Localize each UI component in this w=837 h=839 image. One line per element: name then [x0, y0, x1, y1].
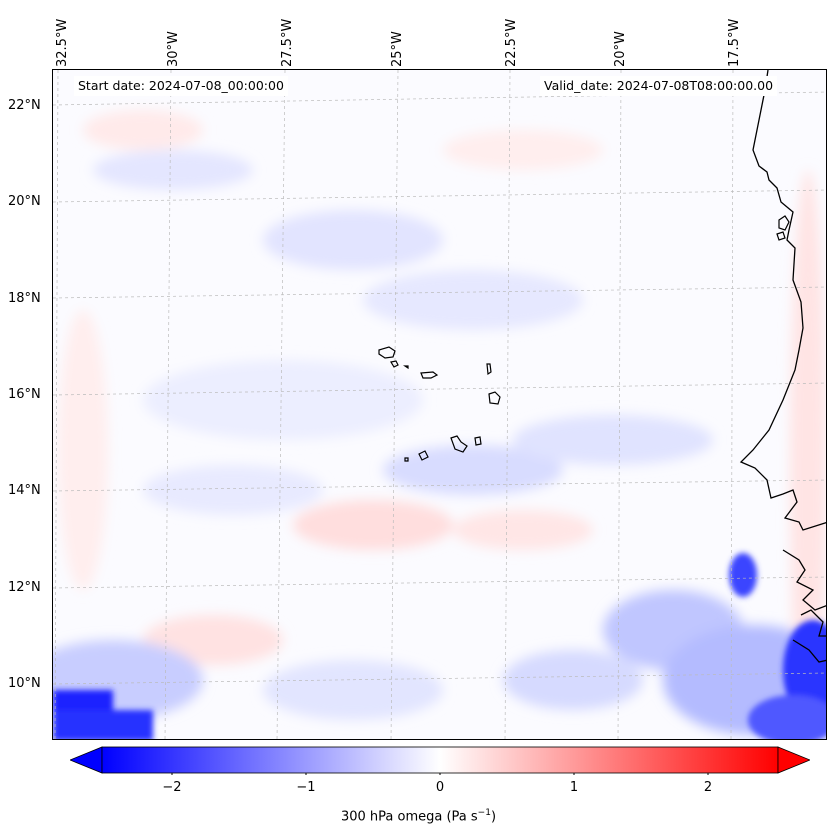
- graticule: [53, 70, 826, 739]
- colorbar-title-text: 300 hPa omega (Pa s: [340, 809, 478, 825]
- colorbar: [70, 746, 810, 775]
- start-date-label: Start date: 2024-07-08_00:00:00: [74, 76, 288, 96]
- colorbar-title-exponent: −1: [477, 808, 491, 818]
- colorbar-min-extend: [70, 746, 103, 774]
- lat-label-10n: 10°N: [8, 676, 41, 691]
- strong-omega-cores: [53, 553, 826, 739]
- blue-patch: [263, 210, 443, 270]
- strong-blue-core: [783, 620, 826, 720]
- red-patch: [293, 500, 453, 550]
- blue-patch: [143, 465, 323, 515]
- lon-label-17-5w: 17.5°W: [727, 18, 742, 67]
- lon-label-27-5w: 27.5°W: [280, 18, 295, 67]
- lon-label-32-5w: 32.5°W: [55, 18, 70, 67]
- strong-blue-core: [729, 553, 757, 597]
- colorbar-title-suffix: ): [490, 809, 497, 825]
- lon-label-22-5w: 22.5°W: [504, 18, 519, 67]
- colorbar-tick-label: 0: [435, 780, 445, 795]
- valid-date-label: Valid_date: 2024-07-08T08:00:00.00: [540, 76, 778, 96]
- omega-field-shading: [53, 110, 826, 739]
- red-patch: [83, 110, 203, 150]
- blue-patch: [143, 360, 423, 440]
- colorbar-tick-label: 1: [569, 780, 579, 795]
- colorbar-max-extend: [777, 746, 810, 774]
- strong-blue-core: [53, 710, 153, 739]
- lat-label-16n: 16°N: [8, 387, 41, 402]
- lat-label-22n: 22°N: [8, 98, 41, 113]
- lat-label-12n: 12°N: [8, 580, 41, 595]
- lon-label-20w: 20°W: [613, 31, 628, 67]
- blue-patch: [503, 650, 643, 710]
- coastal-island: [776, 231, 786, 241]
- blue-patch: [513, 415, 713, 465]
- cape-verde-islands: [378, 346, 501, 462]
- west-africa-coastline: [739, 70, 826, 663]
- colorbar-tick-marks: [171, 773, 709, 775]
- omega-field-map: [53, 70, 826, 739]
- red-patch: [453, 510, 593, 550]
- red-patch: [790, 170, 826, 739]
- colorbar-tick-label: −1: [296, 780, 316, 795]
- lon-label-25w: 25°W: [390, 31, 405, 67]
- coastal-island: [778, 215, 790, 231]
- lat-label-14n: 14°N: [8, 483, 41, 498]
- blue-patch: [93, 150, 253, 190]
- blue-patch: [263, 660, 443, 720]
- map-panel: [52, 69, 827, 740]
- lat-label-18n: 18°N: [8, 291, 41, 306]
- blue-patch: [363, 270, 583, 330]
- colorbar-tick-label: 2: [703, 780, 713, 795]
- strong-blue-core: [748, 695, 826, 739]
- red-patch: [443, 130, 603, 170]
- lon-label-30w: 30°W: [166, 31, 181, 67]
- colorbar-title: 300 hPa omega (Pa s−1): [0, 808, 837, 824]
- red-patch: [58, 310, 108, 590]
- colorbar-tick-label: −2: [162, 780, 182, 795]
- colorbar-gradient: [101, 746, 779, 774]
- lat-label-20n: 20°N: [8, 194, 41, 209]
